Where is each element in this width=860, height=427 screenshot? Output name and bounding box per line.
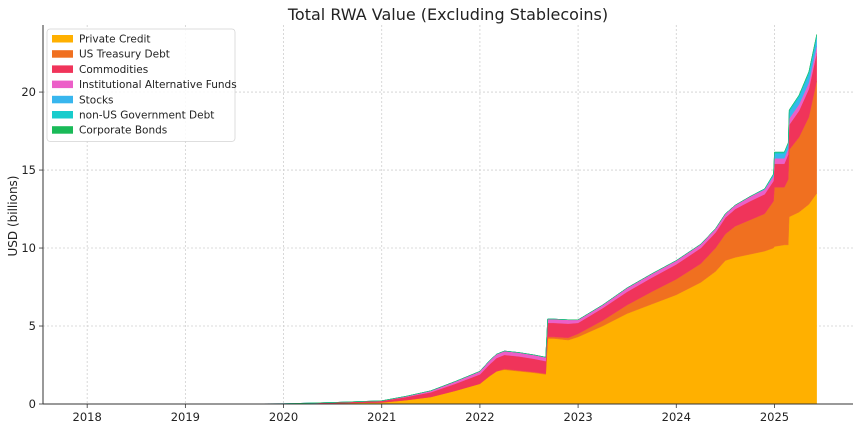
y-axis-label: USD (billions)	[6, 176, 20, 257]
legend-swatch	[52, 80, 73, 89]
x-tick-label: 2025	[760, 410, 789, 424]
legend-entry: non-US Government Debt	[79, 110, 214, 122]
legend-swatch	[52, 35, 73, 43]
legend-entry: US Treasury Debt	[79, 49, 170, 61]
legend-entry: Commodities	[79, 64, 148, 76]
legend-swatch	[52, 65, 73, 73]
tick-labels: 2018 2019 2020 2021 2022 2023 2024 2025 0 5 10 15 20	[21, 85, 789, 424]
legend-entry: Private Credit	[79, 34, 151, 46]
x-tick-label: 2024	[662, 410, 691, 424]
legend-swatch	[52, 111, 73, 119]
y-tick-label: 20	[21, 85, 36, 99]
x-tick-label: 2020	[269, 410, 298, 424]
legend-entry: Institutional Alternative Funds	[79, 79, 237, 91]
legend-swatch	[52, 50, 73, 58]
y-tick-label: 5	[29, 319, 36, 333]
legend-entry: Stocks	[79, 94, 114, 106]
y-tick-label: 15	[21, 163, 36, 177]
y-tick-label: 0	[29, 397, 36, 411]
legend: Private Credit US Treasury Debt Commoditie…	[46, 28, 237, 142]
x-tick-label: 2022	[465, 410, 494, 424]
x-tick-label: 2019	[171, 410, 200, 424]
x-tick-label: 2021	[367, 410, 396, 424]
x-tick-label: 2018	[73, 410, 102, 424]
chart-title: Total RWA Value (Excluding Stablecoins)	[287, 5, 608, 24]
legend-swatch	[52, 95, 73, 104]
area-private-credit	[67, 192, 817, 405]
axes	[42, 25, 853, 405]
legend-entry: Corporate Bonds	[79, 125, 167, 137]
legend-box	[46, 28, 236, 142]
legend-swatch	[52, 126, 73, 134]
y-tick-label: 10	[21, 241, 36, 255]
area-corporate-bonds	[67, 34, 817, 405]
x-tick-label: 2023	[563, 410, 592, 424]
